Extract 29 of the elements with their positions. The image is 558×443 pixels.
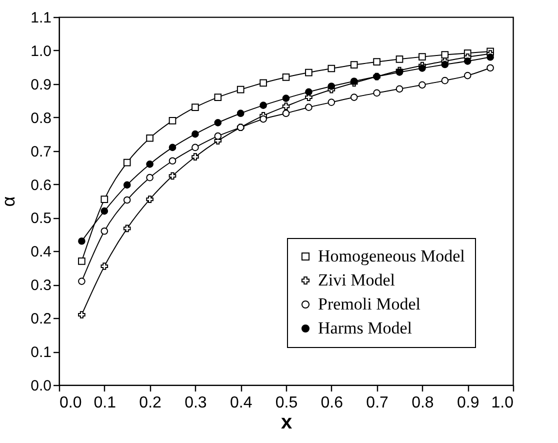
legend-label: Homogeneous Model bbox=[318, 246, 466, 266]
y-tick-label: 1.0 bbox=[30, 42, 52, 60]
x-tick-label: 0.2 bbox=[139, 394, 162, 412]
x-tick-label: 0.1 bbox=[94, 394, 116, 412]
x-tick-label: 1.0 bbox=[491, 394, 514, 412]
y-tick-label: 0.8 bbox=[30, 110, 52, 127]
y-tick-label: 0.2 bbox=[30, 310, 52, 328]
x-tick-label: 0.9 bbox=[456, 394, 480, 412]
x-tick-label: 0.0 bbox=[60, 394, 82, 412]
y-tick-label: 0.6 bbox=[30, 176, 52, 194]
x-axis-title: x bbox=[280, 412, 292, 434]
y-tick-label: 0.5 bbox=[30, 210, 52, 228]
x-tick-label: 0.4 bbox=[230, 394, 252, 412]
y-tick-label: 0.1 bbox=[30, 344, 52, 362]
y-tick-label: 1.1 bbox=[30, 10, 52, 26]
x-tick-label: 0.7 bbox=[366, 394, 389, 412]
x-tick-label: 0.3 bbox=[184, 394, 207, 412]
x-tick-label: 0.5 bbox=[275, 394, 298, 412]
y-tick-label: 0.0 bbox=[30, 378, 52, 394]
y-tick-label: 0.9 bbox=[30, 76, 52, 94]
legend-label: Premoli Model bbox=[318, 294, 421, 314]
legend-label: Zivi Model bbox=[318, 270, 396, 290]
x-tick-label: 0.8 bbox=[412, 394, 434, 412]
y-tick-label: 0.3 bbox=[30, 277, 52, 294]
legend-label: Harms Model bbox=[318, 318, 412, 338]
y-tick-label: 0.4 bbox=[30, 244, 52, 261]
y-tick-label: 0.7 bbox=[30, 143, 52, 160]
y-axis-title: α bbox=[0, 196, 19, 207]
x-tick-label: 0.6 bbox=[320, 394, 344, 412]
